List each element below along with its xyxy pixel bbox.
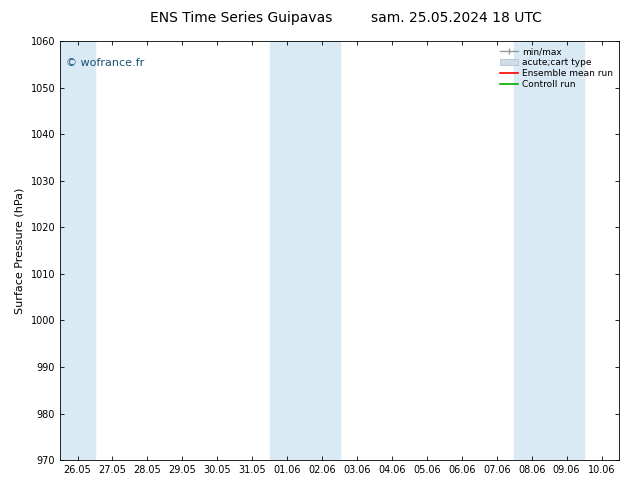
Text: sam. 25.05.2024 18 UTC: sam. 25.05.2024 18 UTC xyxy=(371,11,542,25)
Text: © wofrance.fr: © wofrance.fr xyxy=(66,58,144,68)
Bar xyxy=(549,41,584,460)
Bar xyxy=(514,41,549,460)
Y-axis label: Surface Pressure (hPa): Surface Pressure (hPa) xyxy=(15,187,25,314)
Legend: min/max, acute;cart type, Ensemble mean run, Controll run: min/max, acute;cart type, Ensemble mean … xyxy=(498,46,614,91)
Bar xyxy=(304,41,340,460)
Bar xyxy=(60,41,95,460)
Text: ENS Time Series Guipavas: ENS Time Series Guipavas xyxy=(150,11,332,25)
Bar xyxy=(269,41,304,460)
